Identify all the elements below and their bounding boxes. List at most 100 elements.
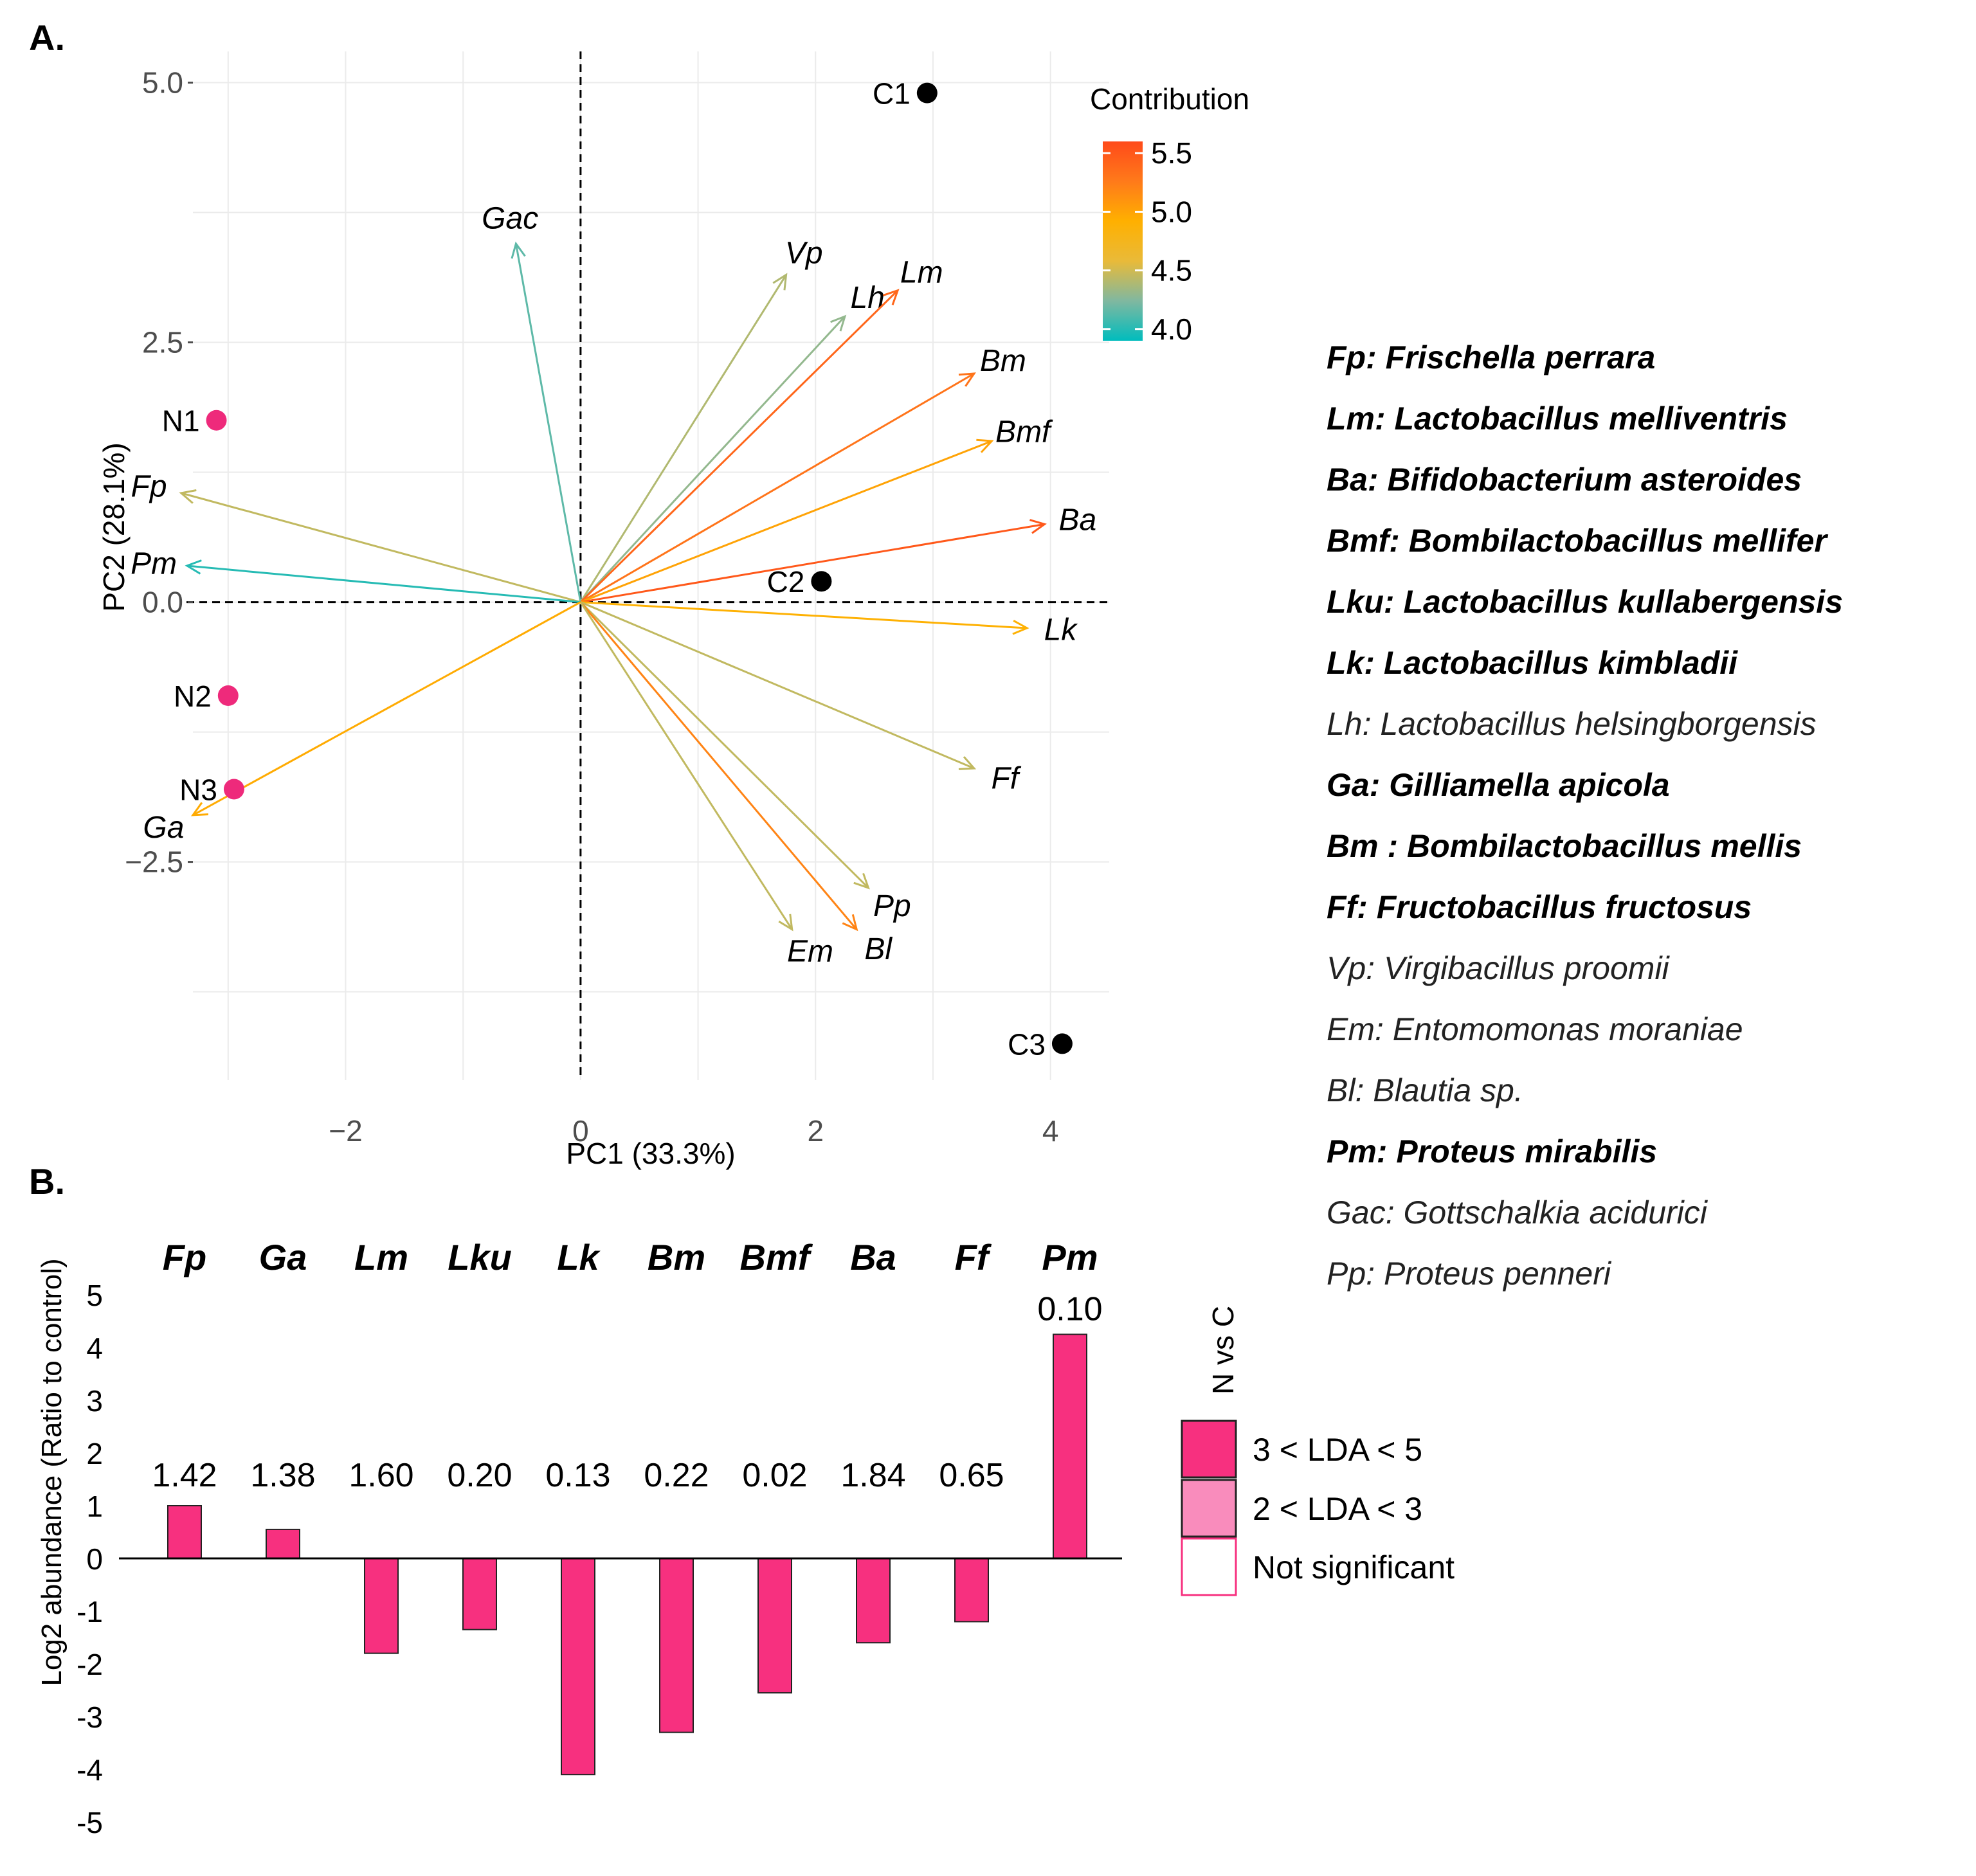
pca-vector-label: Lk: [1044, 613, 1079, 647]
bar-value-label: 1.60: [349, 1457, 413, 1494]
pca-vector-arrowhead: [778, 914, 793, 932]
pca-sample-label: N3: [179, 773, 217, 806]
contribution-colorbar: [1103, 141, 1143, 341]
pca-vector-arrowhead: [1012, 619, 1029, 635]
bar-ff: [954, 1558, 989, 1623]
species-name: Entomomonas moraniae: [1393, 1011, 1743, 1047]
pca-grid: [186, 51, 1109, 1080]
bar-category-label: Ba: [850, 1237, 896, 1277]
species-name: Bombilactobacillus mellis: [1407, 828, 1802, 864]
bar-ba: [856, 1558, 891, 1644]
bar-y-tick-label: 5: [86, 1279, 103, 1312]
colorbar-tick-label: 4.5: [1151, 254, 1192, 287]
species-legend-item: Lku: Lactobacillus kullabergensis: [1327, 584, 1843, 620]
bar-category-labels: Fp Ga Lm Lku Lk Bm Bmf Ba Ff Pm: [163, 1237, 1098, 1277]
species-abbr: Bl:: [1327, 1072, 1373, 1108]
bar-y-tick-label: 2: [86, 1437, 103, 1470]
contribution-legend: Contribution 4.0 4.5 5.0 5.5: [1090, 82, 1249, 346]
pca-sample-label: C1: [873, 77, 911, 111]
pca-vector-label: Pm: [131, 546, 177, 581]
pca-vector-bm: [580, 372, 975, 603]
pca-vector-ga: [192, 601, 581, 816]
species-abbr: Lh:: [1327, 706, 1380, 742]
panel-b-label: B.: [29, 1161, 65, 1202]
pca-vector-pm: [186, 564, 581, 604]
bar-y-tick-label: -3: [77, 1700, 103, 1734]
bar-category-label: Bm: [648, 1237, 705, 1277]
pca-vector-arrowhead: [179, 489, 197, 504]
pca-ticks: −2 0 2 4 −2.5 0.0 2.5 5.0: [125, 66, 1058, 1148]
pca-x-tick-label: 0: [572, 1114, 589, 1148]
bar-category-label: Bmf: [740, 1237, 813, 1277]
species-abbr: Fp:: [1327, 339, 1386, 375]
bar-y-tick-label: -1: [77, 1595, 103, 1628]
species-legend-item: Lh: Lactobacillus helsingborgensis: [1327, 706, 1817, 742]
pca-vector-gac: [514, 243, 582, 602]
colorbar-tick-label: 5.0: [1151, 195, 1192, 228]
lda-legend-swatch: [1181, 1479, 1237, 1538]
species-legend-item: Bmf: Bombilactobacillus mellifer: [1327, 523, 1828, 559]
bar-lk: [561, 1558, 595, 1776]
species-name: Virgibacillus proomii: [1384, 950, 1671, 986]
bar-lm: [364, 1558, 399, 1654]
pca-sample-point: [811, 571, 832, 592]
pca-sample-label: C3: [1008, 1027, 1046, 1061]
bar-value-label: 1.38: [250, 1457, 315, 1494]
species-legend-item: Em: Entomomonas moraniae: [1327, 1011, 1743, 1047]
lda-legend-title: N vs C: [1206, 1306, 1240, 1394]
species-legend-item: Lk: Lactobacillus kimbladii: [1327, 645, 1738, 681]
pca-vector-label: Gac: [482, 202, 538, 236]
species-name: Frischella perrara: [1386, 339, 1656, 375]
species-legend-item: Gac: Gottschalkia acidurici: [1327, 1195, 1709, 1231]
pca-vector-pp: [579, 601, 869, 889]
species-legend-item: Vp: Virgibacillus proomii: [1327, 950, 1671, 986]
species-name: Bombilactobacillus mellifer: [1409, 523, 1829, 559]
species-name: Lactobacillus kullabergensis: [1403, 584, 1843, 620]
bar-ga: [266, 1528, 300, 1559]
bar-value-label: 1.84: [840, 1457, 905, 1494]
bar-y-tick-label: 1: [86, 1490, 103, 1523]
bar-value-label: 0.22: [644, 1457, 709, 1494]
pca-vector-label: Bmf: [995, 415, 1053, 449]
species-legend-item: Pp: Proteus penneri: [1327, 1256, 1612, 1292]
bar-category-label: Lku: [448, 1237, 512, 1277]
species-abbr: Pp:: [1327, 1256, 1384, 1292]
bar-lku: [462, 1558, 497, 1630]
pca-sample-point: [217, 685, 239, 707]
pca-y-tick-label: 5.0: [142, 66, 183, 99]
pca-vector-arrowhead: [853, 872, 870, 890]
pca-vector-arrowhead: [511, 241, 526, 259]
pca-vector-ba: [580, 523, 1045, 604]
bar-y-tick-label: -4: [77, 1753, 103, 1787]
pca-biplot: −2 0 2 4 −2.5 0.0 2.5 5.0 Gac Vp Lh Lm Bm Bmf Ba Lk Ff P…: [97, 51, 1109, 1170]
species-abbr: Bm :: [1327, 828, 1407, 864]
pca-vector-arrowhead: [976, 438, 994, 453]
pca-vector-label: Bm: [980, 344, 1026, 378]
bar-category-label: Pm: [1042, 1237, 1098, 1277]
pca-vector-bl: [579, 601, 858, 930]
contribution-colorbar-ticks: 4.0 4.5 5.0 5.5: [1103, 136, 1192, 346]
pca-y-tick-label: 0.0: [142, 586, 183, 619]
pca-x-tick-label: 4: [1042, 1114, 1059, 1148]
species-abbr: Pm:: [1327, 1133, 1396, 1169]
species-legend: Fp: Frischella perrara Lm: Lactobacillus …: [1327, 339, 1843, 1292]
pca-vector-label: Ba: [1058, 503, 1096, 537]
pca-vector-bmf: [580, 440, 992, 603]
pca-x-axis-label: PC1 (33.3%): [566, 1137, 735, 1170]
contribution-legend-title: Contribution: [1090, 82, 1249, 116]
pca-vector-ff: [580, 601, 975, 770]
pca-sample-label: N1: [162, 404, 200, 438]
pca-vector-lh: [579, 316, 846, 603]
pca-vector-label: Em: [787, 934, 833, 968]
pca-vector-arrowhead: [842, 914, 858, 932]
species-abbr: Bmf:: [1327, 523, 1409, 559]
species-legend-item: Bl: Blautia sp.: [1327, 1072, 1523, 1108]
species-abbr: Lku:: [1327, 584, 1403, 620]
lda-legend-swatch: [1181, 1537, 1237, 1596]
species-legend-item: Ba: Bifidobacterium asteroides: [1327, 462, 1802, 498]
pca-vector-arrowhead: [958, 372, 976, 387]
bar-y-tick-label: 3: [86, 1384, 103, 1418]
pca-sample-point: [916, 82, 938, 104]
